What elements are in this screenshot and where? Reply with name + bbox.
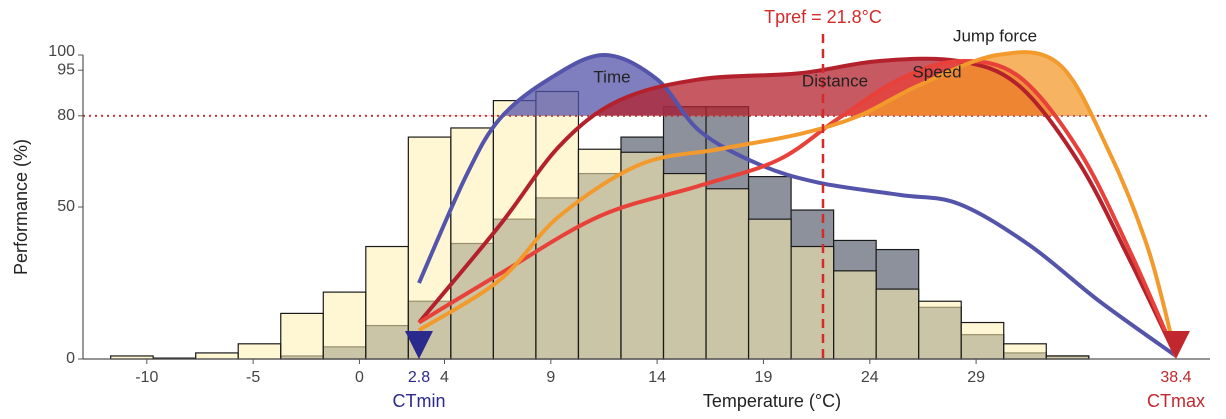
x-tick-label: 4 bbox=[440, 369, 449, 386]
histogram-bar bbox=[918, 300, 962, 360]
histogram-bar bbox=[365, 245, 409, 360]
curve-label: Time bbox=[593, 67, 630, 86]
histogram-bar bbox=[705, 188, 750, 360]
threshold-area bbox=[418, 55, 1176, 116]
y-axis-label: Performance (%) bbox=[11, 139, 31, 275]
histogram-bar bbox=[833, 270, 877, 360]
x-tick-label: 29 bbox=[967, 369, 985, 386]
x-tick-label: 0 bbox=[355, 369, 364, 386]
curve-label: Speed bbox=[912, 62, 961, 81]
y-tick-label: 50 bbox=[57, 198, 75, 215]
y-tick-label: 0 bbox=[66, 350, 75, 367]
histogram-bar bbox=[620, 151, 665, 360]
performance-curve bbox=[417, 52, 1178, 358]
x-tick-label: -10 bbox=[135, 369, 158, 386]
curve-label: Jump force bbox=[953, 26, 1037, 45]
histogram-bar bbox=[747, 218, 792, 360]
x-tick-label: 9 bbox=[546, 369, 555, 386]
x-tick-label: -5 bbox=[246, 369, 260, 386]
histogram-bar bbox=[960, 321, 1005, 360]
histogram-bar bbox=[790, 245, 835, 360]
histogram-bar bbox=[1003, 343, 1047, 360]
critical-marker bbox=[404, 331, 433, 359]
x-tick-label: 24 bbox=[861, 369, 879, 386]
marker-name: CTmax bbox=[1147, 391, 1205, 411]
y-tick-label: 100 bbox=[48, 43, 75, 60]
histogram-bar bbox=[280, 312, 324, 360]
marker-value: 38.4 bbox=[1160, 369, 1191, 386]
marker-value: 2.8 bbox=[408, 369, 430, 386]
performance-curve bbox=[417, 50, 1178, 357]
histogram-bar bbox=[492, 99, 537, 360]
histogram-bar bbox=[195, 352, 239, 360]
histogram-bar bbox=[662, 172, 707, 360]
histogram-bar bbox=[875, 288, 920, 360]
reference-label: Tpref = 21.8°C bbox=[764, 7, 882, 27]
histogram-bar bbox=[577, 148, 622, 360]
x-axis-label: Temperature (°C) bbox=[703, 391, 841, 411]
y-tick-label: 80 bbox=[57, 107, 75, 124]
histogram-bar bbox=[237, 343, 282, 360]
x-tick-label: 19 bbox=[755, 369, 773, 386]
y-tick-label: 95 bbox=[57, 61, 75, 78]
performance-curve bbox=[417, 58, 1178, 357]
histogram-bar bbox=[322, 291, 367, 360]
critical-marker bbox=[1161, 331, 1190, 359]
marker-name: CTmin bbox=[392, 391, 445, 411]
x-tick-label: 14 bbox=[648, 369, 666, 386]
performance-curve bbox=[417, 56, 1178, 357]
curve-label: Distance bbox=[802, 71, 868, 90]
